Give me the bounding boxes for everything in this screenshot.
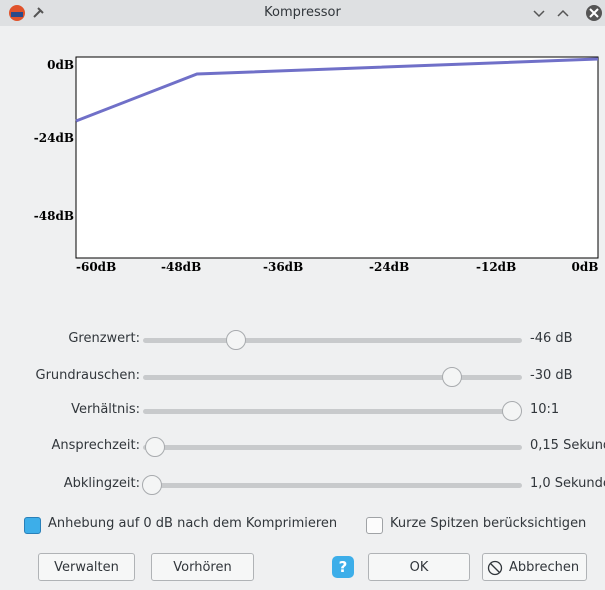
manage-button[interactable]: Verwalten <box>38 553 135 581</box>
slider-label: Ansprechzeit: <box>51 438 140 453</box>
slider-label: Grenzwert: <box>68 331 140 346</box>
window-title: Kompressor <box>264 5 341 20</box>
checkbox-checked[interactable] <box>24 517 41 534</box>
curve <box>75 57 599 123</box>
slider-value: 10:1 <box>530 402 560 417</box>
slider-track[interactable] <box>143 445 522 450</box>
cancel-label: Abbrechen <box>509 559 580 575</box>
svg-text:?: ? <box>339 558 348 576</box>
slider-label: Abklingzeit: <box>63 476 140 491</box>
slider-handle[interactable] <box>226 330 246 350</box>
y-axis-label: 0dB <box>47 58 74 72</box>
slider-value: -46 dB <box>530 331 573 346</box>
slider-track[interactable] <box>143 338 522 343</box>
slider-track[interactable] <box>143 409 522 414</box>
slider-handle[interactable] <box>142 475 162 495</box>
cancel-button[interactable]: Abbrechen <box>482 553 587 581</box>
slider-track[interactable] <box>143 375 522 380</box>
x-axis-label: -48dB <box>161 260 202 274</box>
slider-handle[interactable] <box>145 437 165 457</box>
y-axis-label: -48dB <box>33 209 74 223</box>
slider-label: Verhältnis: <box>71 402 140 417</box>
slider-handle[interactable] <box>502 401 522 421</box>
graph-frame <box>75 56 599 259</box>
window-icons <box>9 5 44 21</box>
graph-area <box>75 56 599 259</box>
x-axis-label: 0dB <box>571 260 599 274</box>
checkbox-label[interactable]: Kurze Spitzen berücksichtigen <box>390 516 587 531</box>
title-bar <box>0 0 605 26</box>
x-axis-label: -12dB <box>476 260 517 274</box>
ok-button[interactable]: OK <box>368 553 470 581</box>
x-axis-label: -24dB <box>369 260 410 274</box>
y-axis-label: -24dB <box>33 131 74 145</box>
slider-value: -30 dB <box>530 368 573 383</box>
slider-label: Grundrauschen: <box>35 368 140 383</box>
window-controls[interactable] <box>530 4 605 22</box>
checkbox-label[interactable]: Anhebung auf 0 dB nach dem Komprimieren <box>48 516 338 531</box>
preview-button[interactable]: Vorhören <box>151 553 254 581</box>
slider-value: 1,0 Sekunden <box>530 476 605 491</box>
slider-handle[interactable] <box>442 367 462 387</box>
slider-value: 0,15 Sekunden <box>530 438 605 453</box>
checkbox[interactable] <box>366 517 383 534</box>
cancel-icon <box>487 560 503 576</box>
x-axis-label: -60dB <box>76 260 117 274</box>
help-button[interactable]: ? <box>331 555 355 579</box>
slider-track[interactable] <box>143 483 522 488</box>
x-axis-label: -36dB <box>263 260 304 274</box>
